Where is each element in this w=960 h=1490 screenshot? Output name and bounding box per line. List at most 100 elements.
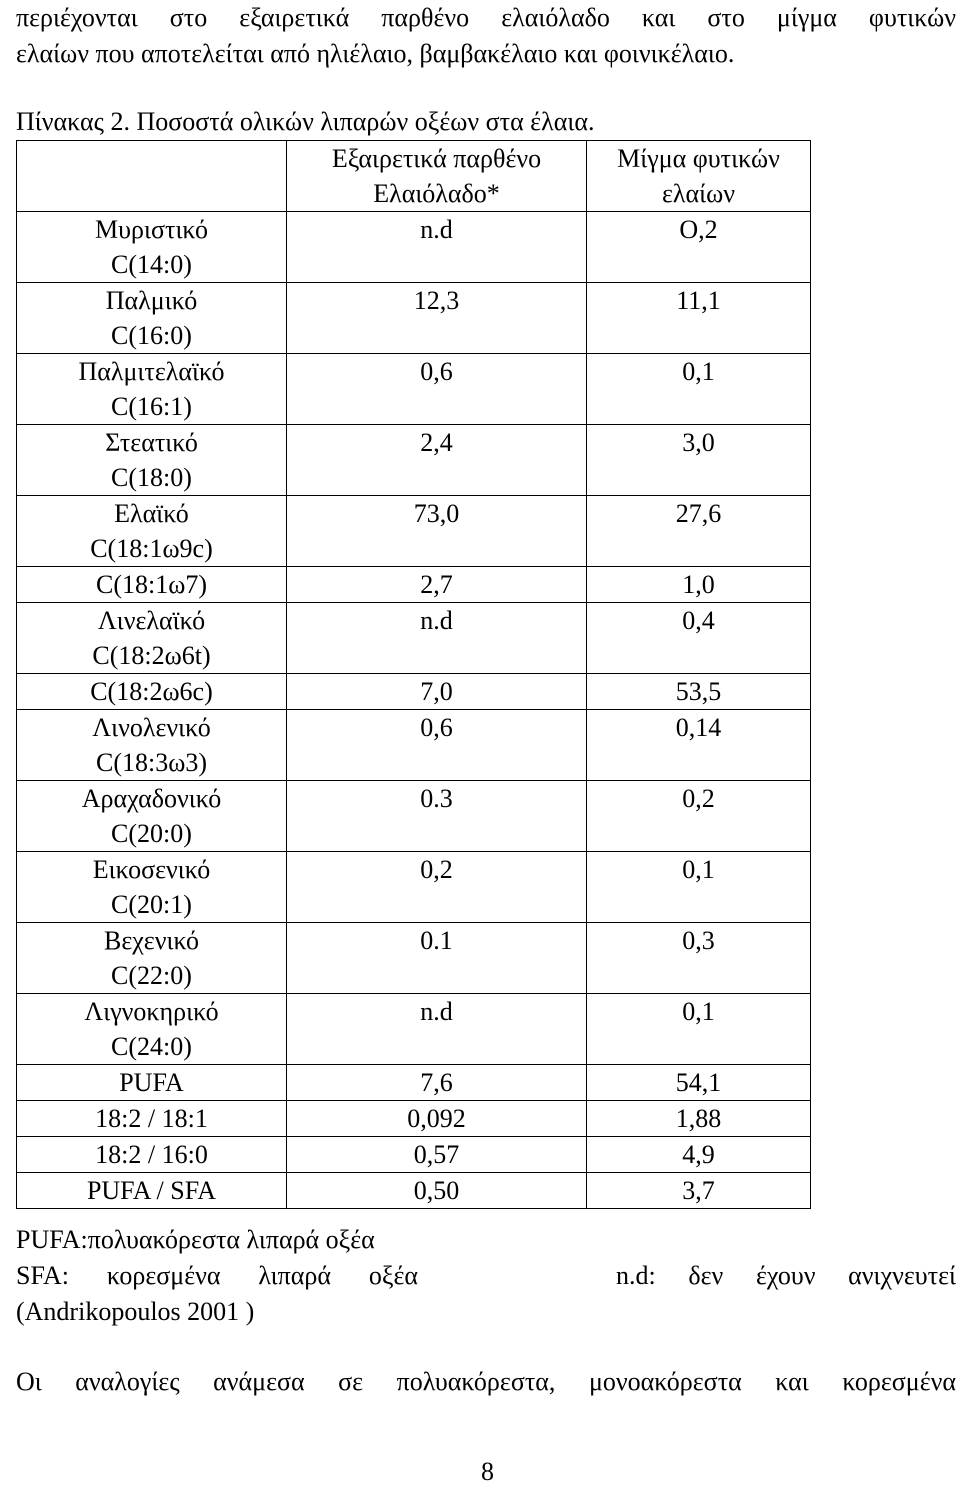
cell-text: 7,0 (420, 677, 453, 706)
cell-text: 0.3 (420, 784, 453, 813)
cell-text: n.d (420, 215, 453, 244)
table-row: 18:2 / 16:0 0,57 4,9 (16, 1136, 811, 1173)
table-cell: 3,0 (586, 424, 811, 496)
table-cell: 53,5 (586, 673, 811, 710)
table-cell: 0,50 (286, 1172, 587, 1209)
cell-line: PUFA / SFA (86, 1176, 217, 1205)
cell-text: 11,1 (676, 286, 721, 315)
table-cell: C(18:1ω7) (16, 566, 287, 603)
table-cell: 0,4 (586, 602, 811, 674)
cell-line: C(14:0) (111, 250, 192, 279)
cell-text: 0,092 (407, 1104, 466, 1133)
table-cell: 0,1 (586, 353, 811, 425)
cell-line: C(16:0) (111, 321, 192, 350)
table-cell: Στεατικό C(18:0) (16, 424, 287, 496)
cell-line: C(18:1ω7) (96, 570, 207, 599)
cell-text: n.d (420, 997, 453, 1026)
table-cell: Εικοσενικό C(20:1) (16, 851, 287, 923)
cell-text: 0,2 (420, 855, 453, 884)
table-cell: C(18:2ω6c) (16, 673, 287, 710)
table-caption: Πίνακας 2. Ποσοστά ολικών λιπαρών οξέων … (16, 107, 595, 136)
table-row: Λινελαϊκό C(18:2ω6t) n.d 0,4 (16, 602, 811, 674)
cell-text: 0,6 (420, 713, 453, 742)
table-cell (16, 140, 287, 212)
table-row: PUFA / SFA 0,50 3,7 (16, 1172, 811, 1209)
cell-line: Λιγνοκηρικό (84, 997, 219, 1026)
table-cell: PUFA / SFA (16, 1172, 287, 1209)
table-cell: n.d (286, 993, 587, 1065)
cell-text: 1,88 (675, 1104, 722, 1133)
note: n.d: δεν έχουν ανιχνευτεί (616, 1261, 956, 1290)
table-cell: 0.1 (286, 922, 587, 994)
table-cell: Παλμικό C(16:0) (16, 282, 287, 354)
table-cell: 0,1 (586, 993, 811, 1065)
cell-text: 2,4 (420, 428, 453, 457)
cell-line: PUFA (119, 1068, 184, 1097)
cell-text: 1,0 (682, 570, 715, 599)
cell-line: 18:2 / 18:1 (95, 1104, 208, 1133)
cell-text: 0,4 (682, 606, 715, 635)
paragraph-line: ελαίων που αποτελείται από ηλιέλαιο, βαμ… (16, 39, 735, 68)
cell-text: 27,6 (675, 499, 722, 528)
table-cell: 0,092 (286, 1100, 587, 1137)
cell-line: ελαίων (661, 179, 735, 208)
table-cell: 7,6 (286, 1064, 587, 1101)
cell-line: Μυριστικό (95, 215, 208, 244)
cell-line: C(18:0) (111, 463, 192, 492)
cell-line: Βεχενικό (104, 926, 199, 955)
table-row: PUFA 7,6 54,1 (16, 1064, 811, 1101)
table-row: Παλμιτελαϊκό C(16:1) 0,6 0,1 (16, 353, 811, 425)
table-row: Λινολενικό C(18:3ω3) 0,6 0,14 (16, 709, 811, 781)
note-row: SFA: κορεσμένα λιπαρά οξέα n.d: δεν έχου… (16, 1258, 956, 1294)
cell-line: C(16:1) (111, 392, 192, 421)
table-cell: 12,3 (286, 282, 587, 354)
table-row: C(18:1ω7) 2,7 1,0 (16, 566, 811, 603)
table-cell: Βεχενικό C(22:0) (16, 922, 287, 994)
cell-line: Ελαιόλαδο* (373, 179, 500, 208)
cell-text: 12,3 (413, 286, 460, 315)
note: SFA: κορεσμένα λιπαρά οξέα (16, 1261, 418, 1290)
cell-text: 0,3 (682, 926, 715, 955)
table-row: 18:2 / 18:1 0,092 1,88 (16, 1100, 811, 1137)
table-cell: Λιγνοκηρικό C(24:0) (16, 993, 287, 1065)
page-number: 8 (481, 1457, 494, 1486)
cell-line: C(20:1) (111, 890, 192, 919)
cell-text: 3,0 (682, 428, 715, 457)
table-cell: 1,88 (586, 1100, 811, 1137)
cell-line: Παλμιτελαϊκό (78, 357, 225, 386)
table-row: Παλμικό C(16:0) 12,3 11,1 (16, 282, 811, 354)
table-cell: 0,14 (586, 709, 811, 781)
table-cell: 0,3 (586, 922, 811, 994)
cell-line: Εξαιρετικά παρθένο (331, 144, 542, 173)
table-row: Εικοσενικό C(20:1) 0,2 0,1 (16, 851, 811, 923)
table-cell: 11,1 (586, 282, 811, 354)
table-cell: 18:2 / 18:1 (16, 1100, 287, 1137)
cell-line: Λινελαϊκό (97, 606, 206, 635)
table-cell: 54,1 (586, 1064, 811, 1101)
cell-text: O,2 (679, 215, 718, 244)
cell-line: C(24:0) (111, 1032, 192, 1061)
table-row: Λιγνοκηρικό C(24:0) n.d 0,1 (16, 993, 811, 1065)
cell-line: Εικοσενικό (92, 855, 211, 884)
cell-line: 18:2 / 16:0 (95, 1140, 208, 1169)
cell-line: Αραχαδονικό (81, 784, 222, 813)
cell-line: Ελαϊκό (114, 499, 189, 528)
cell-text: 7,6 (420, 1068, 453, 1097)
table-cell: 18:2 / 16:0 (16, 1136, 287, 1173)
paragraph-line: περιέχονται στο εξαιρετικά παρθένο ελαιό… (16, 3, 956, 32)
cell-line: Στεατικό (105, 428, 198, 457)
table-cell: 0,2 (586, 780, 811, 852)
table-cell: n.d (286, 211, 587, 283)
cell-text: 2,7 (420, 570, 453, 599)
source: (Andrikopoulos 2001 ) (16, 1297, 255, 1326)
cell-text: 0,1 (682, 855, 715, 884)
cell-text: 4,9 (682, 1140, 715, 1169)
table-cell: O,2 (586, 211, 811, 283)
table-cell: 0,6 (286, 709, 587, 781)
table-row: Ελαϊκό C(18:1ω9c) 73,0 27,6 (16, 495, 811, 567)
cell-text: 0,1 (682, 997, 715, 1026)
cell-line: C(18:2ω6t) (92, 641, 211, 670)
table-row: Στεατικό C(18:0) 2,4 3,0 (16, 424, 811, 496)
table-cell: Λινολενικό C(18:3ω3) (16, 709, 287, 781)
